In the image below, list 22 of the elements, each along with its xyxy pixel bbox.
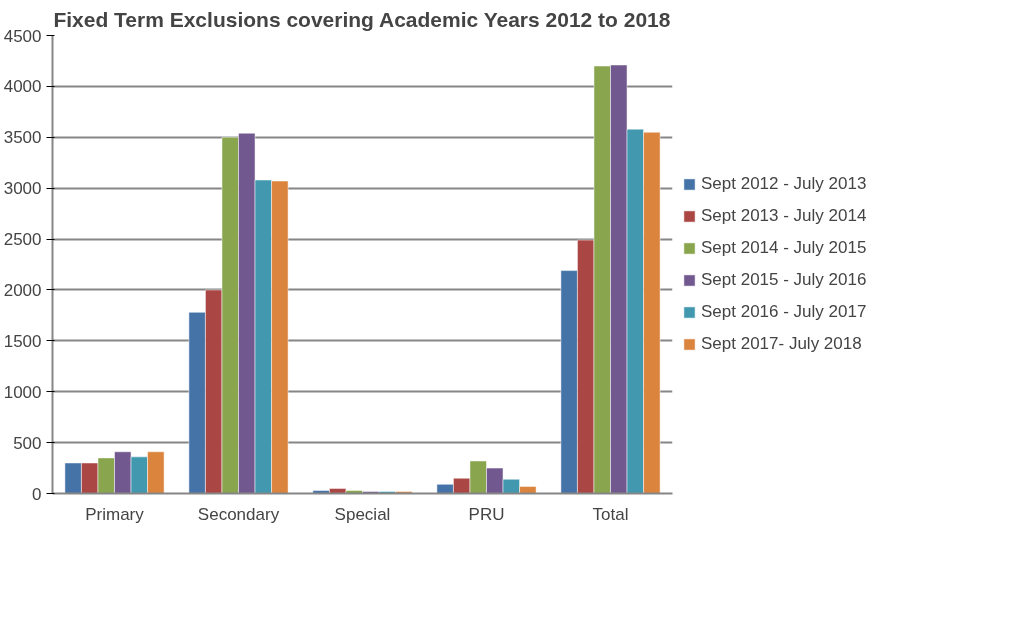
x-tick-label: Primary [85, 504, 145, 524]
legend-label: Sept 2013 - July 2014 [701, 206, 867, 226]
legend-label: Sept 2012 - July 2013 [701, 174, 867, 194]
x-tick-label: Secondary [197, 504, 280, 524]
y-tick-label: 2500 [3, 230, 42, 250]
x-tick-label: Total [592, 504, 629, 524]
legend-label: Sept 2017- July 2018 [701, 334, 862, 354]
legend-label: Sept 2016 - July 2017 [701, 302, 867, 322]
y-tick-label: 1500 [3, 331, 42, 351]
y-tick-label: 500 [13, 433, 42, 453]
x-tick-label: Special [334, 504, 391, 524]
legend-label: Sept 2014 - July 2015 [701, 238, 867, 258]
x-tick-label: PRU [468, 504, 505, 524]
y-tick-label: 4500 [3, 26, 42, 46]
y-tick-label: 0 [32, 484, 42, 504]
chart-title: Fixed Term Exclusions covering Academic Years 2012 to 2018 [53, 7, 671, 31]
y-tick-label: 3500 [3, 128, 42, 148]
legend-label: Sept 2015 - July 2016 [701, 270, 867, 290]
y-tick-label: 3000 [3, 179, 42, 199]
y-tick-label: 4000 [3, 77, 42, 97]
y-tick-label: 1000 [3, 382, 42, 402]
y-tick-label: 2000 [3, 280, 42, 300]
